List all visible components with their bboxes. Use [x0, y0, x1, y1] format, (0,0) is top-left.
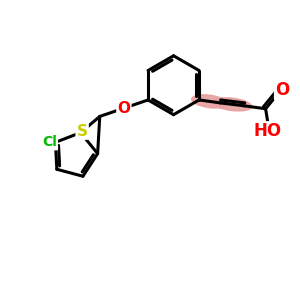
- Ellipse shape: [192, 95, 228, 108]
- Ellipse shape: [213, 98, 252, 111]
- Text: HO: HO: [253, 122, 281, 140]
- Text: Cl: Cl: [42, 135, 57, 149]
- Text: O: O: [117, 101, 130, 116]
- Text: S: S: [76, 124, 88, 139]
- Text: O: O: [275, 81, 290, 99]
